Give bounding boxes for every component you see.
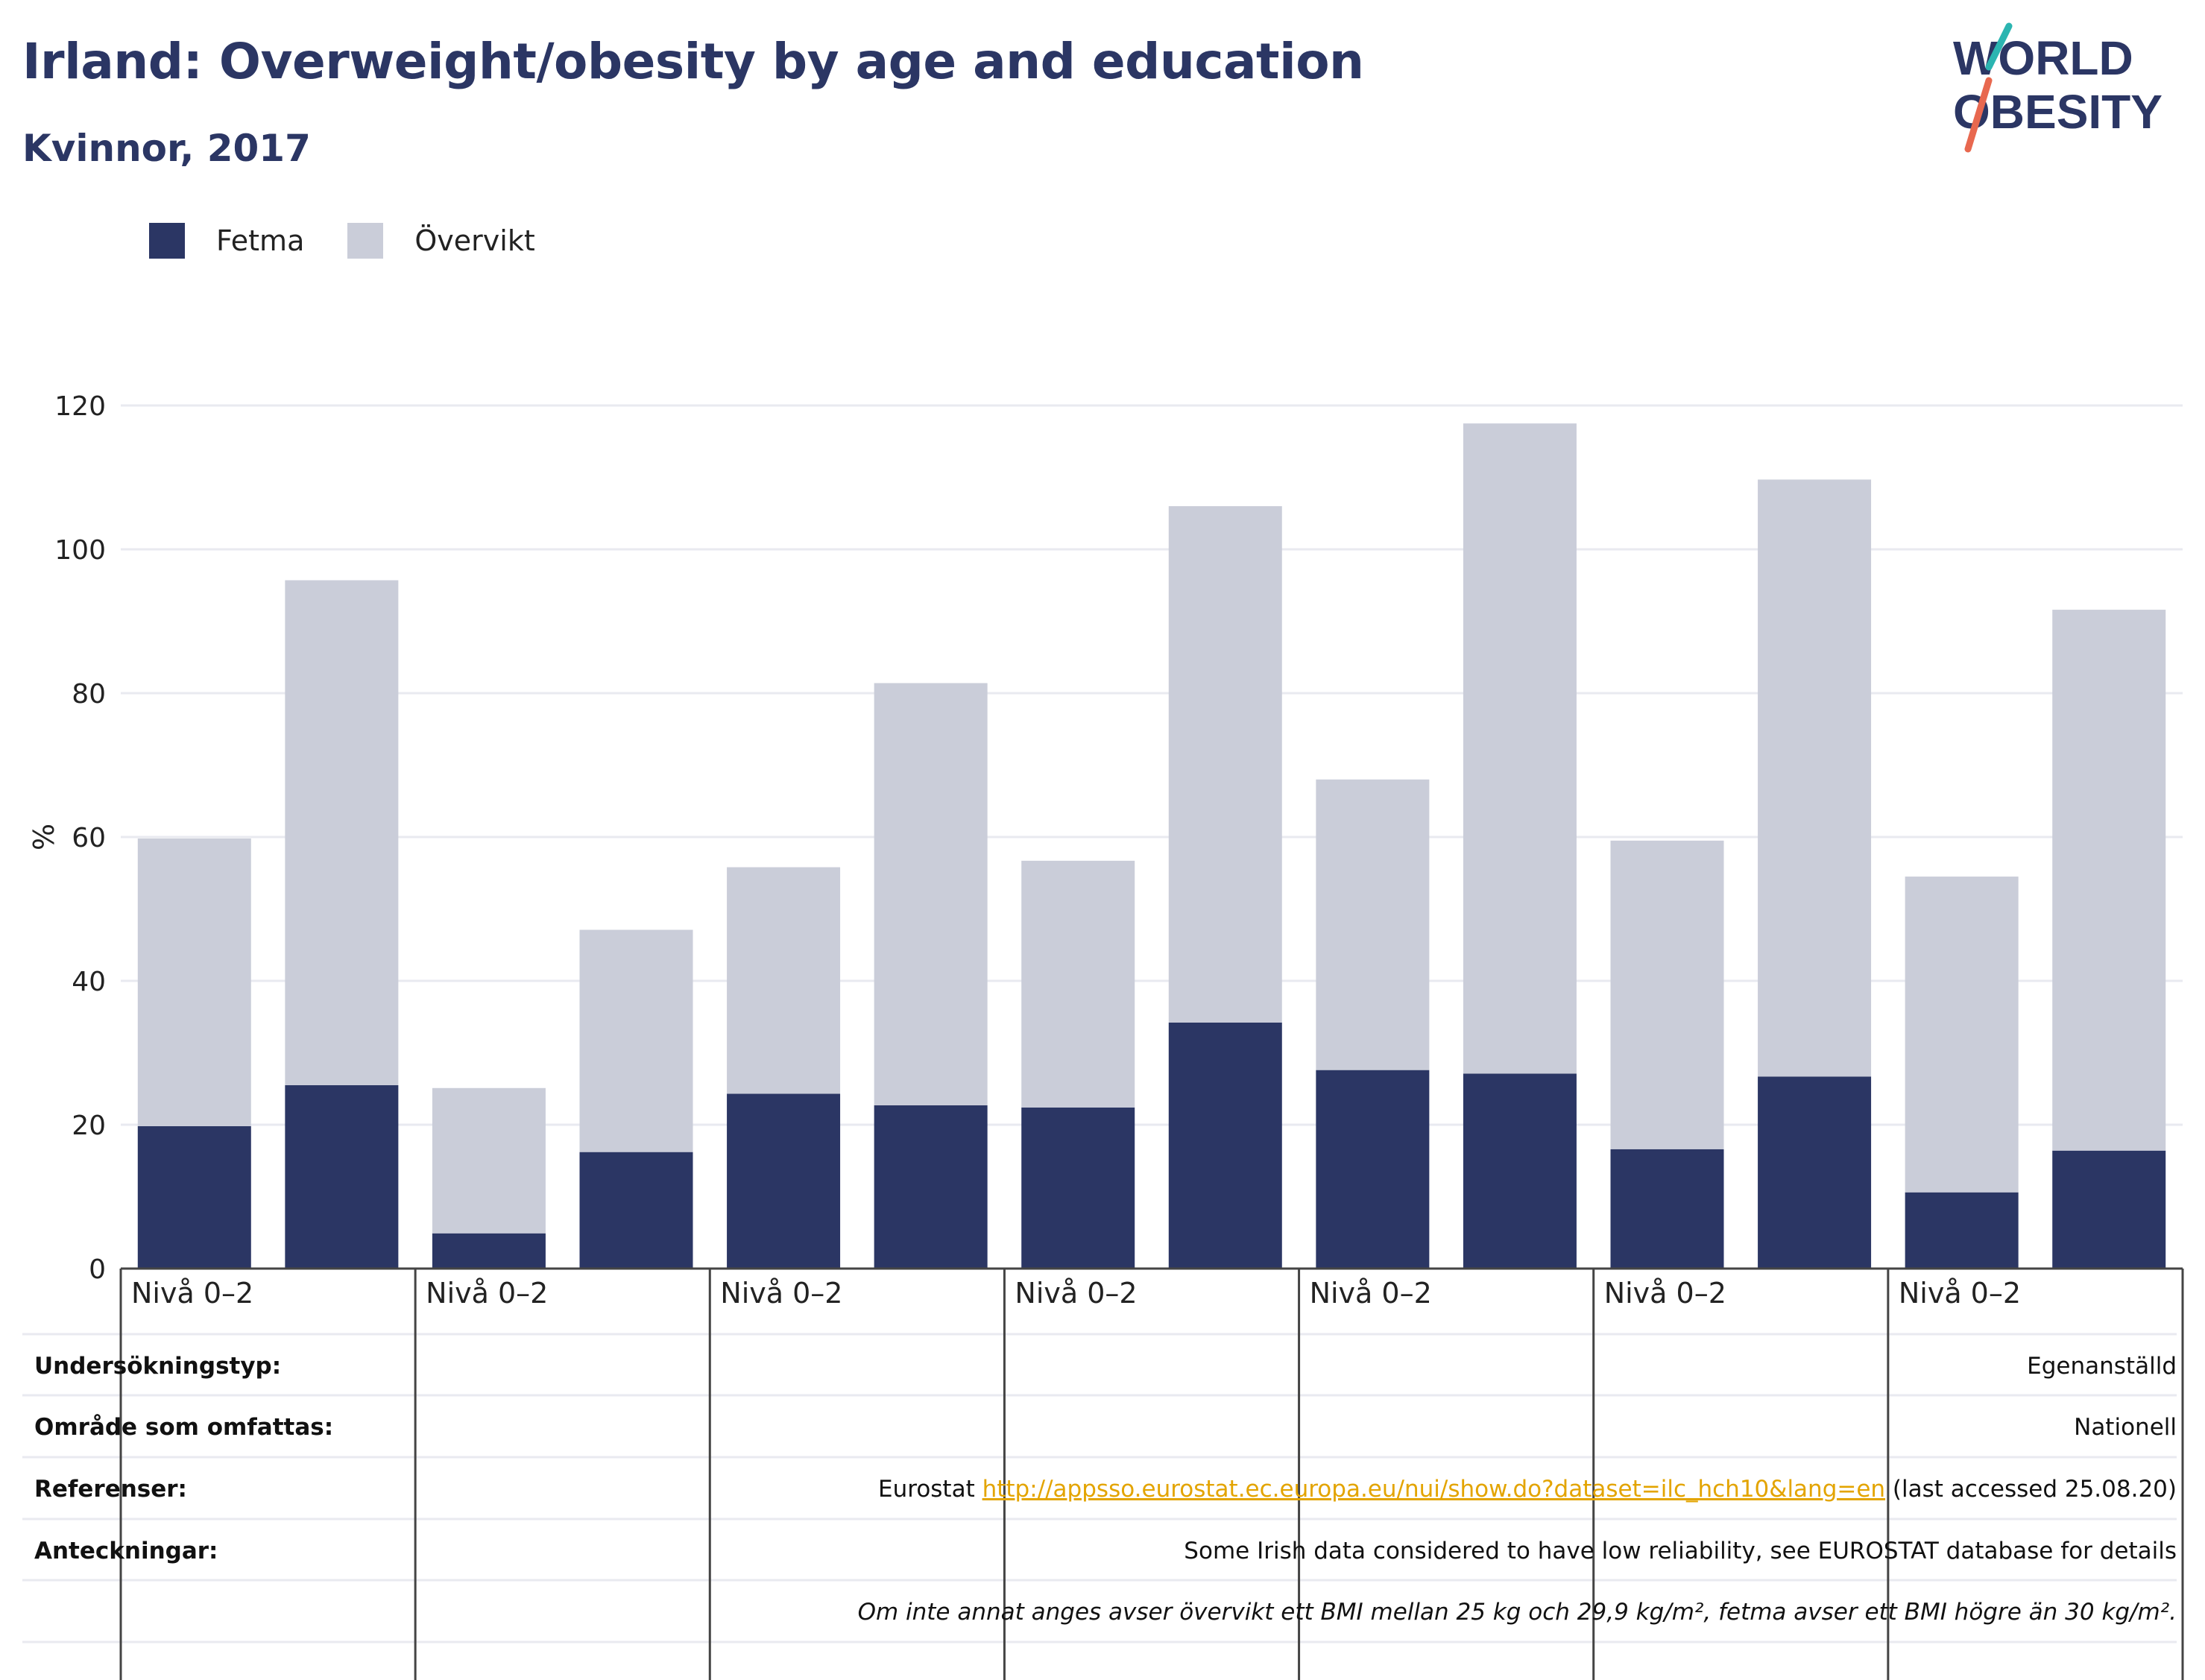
bar-overvikt — [727, 867, 841, 1094]
bar-fetma — [137, 1125, 251, 1269]
bar-fetma — [874, 1105, 988, 1269]
x-group-label: Nivå 0–2 — [1899, 1277, 2021, 1310]
x-group-label: Nivå 0–2 — [720, 1277, 842, 1310]
bar-overvikt — [285, 580, 399, 1085]
y-tick-label: 100 — [54, 535, 106, 566]
bar-fetma — [1168, 1022, 1282, 1269]
bar-overvikt — [1610, 840, 1724, 1149]
bar-overvikt — [137, 838, 251, 1126]
logo-teal-stroke — [1985, 22, 2013, 71]
bar-overvikt — [1021, 860, 1135, 1108]
x-group-label: Nivå 0–2 — [1015, 1277, 1137, 1310]
bar-fetma — [1463, 1073, 1577, 1269]
legend-item-overvikt[interactable]: Övervikt — [347, 223, 535, 259]
bar-overvikt — [1168, 506, 1282, 1023]
x-group-label: Nivå 0–2 — [1604, 1277, 1726, 1310]
bar-fetma — [285, 1084, 399, 1269]
legend-swatch-fetma — [149, 223, 185, 259]
x-group-label: Nivå 0–2 — [131, 1277, 253, 1310]
bar-overvikt — [432, 1087, 546, 1234]
y-tick-label: 80 — [72, 679, 106, 710]
x-group-label: Nivå 0–2 — [1310, 1277, 1432, 1310]
bar-overvikt — [1758, 479, 1872, 1077]
y-tick-label: 120 — [54, 391, 106, 422]
bar-overvikt — [579, 929, 693, 1152]
legend-label-overvikt: Övervikt — [414, 224, 535, 257]
bar-fetma — [1021, 1107, 1135, 1269]
legend-swatch-overvikt — [347, 223, 384, 259]
world-obesity-logo: WORLD OBESITY — [1953, 22, 2163, 153]
chart-title: Irland: Overweight/obesity by age and ed… — [22, 33, 1364, 90]
bar-fetma — [432, 1233, 546, 1269]
legend-item-fetma[interactable]: Fetma — [149, 223, 304, 259]
x-group-label: Nivå 0–2 — [426, 1277, 548, 1310]
bar-fetma — [1610, 1149, 1724, 1269]
bar-fetma — [1905, 1192, 2019, 1269]
y-tick-label: 0 — [89, 1254, 106, 1285]
bar-fetma — [1316, 1070, 1430, 1269]
bar-fetma — [579, 1152, 693, 1269]
bar-overvikt — [1463, 423, 1577, 1074]
y-tick-label: 40 — [72, 967, 106, 997]
bar-fetma — [2052, 1150, 2166, 1269]
bar-fetma — [727, 1093, 841, 1269]
bar-overvikt — [2052, 610, 2166, 1151]
y-tick-label: 20 — [72, 1111, 106, 1141]
chart-subtitle: Kvinnor, 2017 — [22, 127, 311, 170]
logo-text-line1: WORLD — [1953, 31, 2133, 85]
bar-overvikt — [874, 683, 988, 1105]
bar-fetma — [1758, 1076, 1872, 1269]
logo-coral-stroke — [1964, 77, 1993, 153]
legend-label-fetma: Fetma — [216, 224, 305, 257]
bar-overvikt — [1905, 877, 2019, 1193]
y-tick-label: 60 — [72, 823, 106, 853]
legend: Fetma Övervikt — [149, 221, 578, 261]
bar-overvikt — [1316, 779, 1430, 1070]
y-axis-label: % — [28, 824, 60, 850]
